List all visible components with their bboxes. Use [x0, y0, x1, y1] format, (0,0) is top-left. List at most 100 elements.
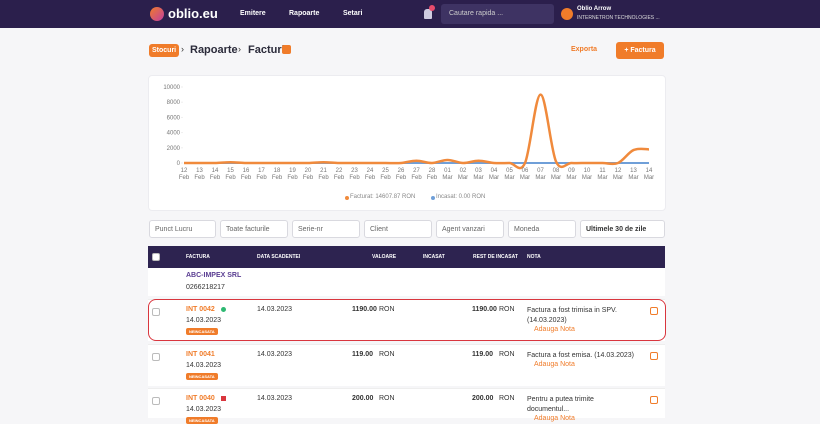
invoice-number[interactable]: INT 0040 [186, 395, 215, 402]
x-tick-label: 22 Feb [333, 168, 345, 181]
x-tick-label: 17 Feb [256, 168, 267, 181]
filter[interactable]: Moneda [508, 220, 576, 238]
x-tick-label: 16 Feb [240, 168, 252, 181]
filter[interactable]: Agent vanzari [436, 220, 504, 238]
x-tick-label: 09 Mar [566, 168, 577, 181]
x-tick-label: 23 Feb [349, 168, 360, 181]
currency: RON [379, 395, 395, 402]
add-note[interactable]: Adauga Nota [534, 326, 575, 333]
dropdown[interactable] [650, 396, 658, 404]
group-bg [148, 268, 665, 296]
client-name[interactable]: ABC-IMPEX SRL [186, 272, 242, 279]
sep: › [181, 44, 184, 54]
note: Factura a fost trimisa in SPV. (14.03.20… [527, 307, 617, 324]
chart: 0 2000 4000 6000 8000 10000 [163, 85, 650, 170]
invoice-number[interactable]: INT 0042 [186, 306, 215, 313]
x-tick-label: 19 Feb [287, 168, 298, 181]
sep: › [238, 44, 241, 54]
icon[interactable] [282, 45, 291, 54]
x-tick-label: 12 Feb [178, 168, 190, 181]
checkbox[interactable] [152, 353, 160, 361]
y-tick-label: 2000 [167, 146, 181, 152]
x-tick-label: 18 Feb [271, 168, 283, 181]
x-tick-label: 04 Mar [488, 168, 500, 181]
add-note[interactable]: Adauga Nota [534, 415, 575, 422]
column-header: VALOARE [372, 254, 397, 260]
y-tick-label: 0 [177, 161, 181, 167]
column-header: REST DE INCASAT [473, 254, 518, 260]
currency: RON [499, 306, 515, 313]
column-header: INCASAT [423, 254, 445, 260]
x-tick-label: 12 Mar [612, 168, 624, 181]
rest: 1190.00 [472, 306, 497, 313]
company: INTERNETRON TECHNOLOGIES ... [577, 15, 660, 21]
value: 200.00 [352, 395, 374, 402]
export[interactable]: Exporta [571, 46, 598, 53]
invoice-date: 14.03.2023 [186, 406, 222, 413]
phone: 0266218217 [186, 284, 225, 291]
add-note[interactable]: Adauga Nota [534, 361, 575, 368]
breadcrumb-root[interactable]: Stocuri [149, 44, 180, 57]
dropdown[interactable] [650, 307, 658, 315]
filter[interactable]: Ultimele 30 de zile [580, 220, 665, 238]
navbar: oblio.eu Emitere Rapoarte Setari Cautare… [0, 0, 820, 28]
value: 119.00 [352, 351, 374, 358]
user-name[interactable]: Oblio Arrow [577, 6, 612, 12]
currency: RON [499, 395, 515, 402]
note: Factura a fost emisa. (14.03.2023) [527, 352, 634, 359]
x-tick-label: 21 Feb [318, 168, 329, 181]
avatar[interactable] [561, 8, 573, 20]
invoice-number[interactable]: INT 0041 [186, 351, 215, 358]
rest: 119.00 [472, 351, 494, 358]
checkbox[interactable] [152, 397, 160, 405]
menu[interactable]: Emitere [240, 10, 266, 17]
column-header: NOTA [527, 254, 541, 260]
x-tick-label: 13 Mar [628, 168, 639, 181]
x-tick-label: 28 Feb [426, 168, 438, 181]
menu[interactable]: Setari [343, 10, 363, 17]
checkbox[interactable] [152, 253, 160, 261]
value: 1190.00 [352, 306, 377, 313]
invoice-date: 14.03.2023 [186, 317, 222, 324]
y-tick-label: 10000 [163, 85, 180, 91]
filter[interactable]: Toate facturile [220, 220, 288, 238]
row-bg [148, 299, 665, 341]
status-badge: NEINCASATA [186, 417, 218, 424]
search[interactable]: Cautare rapida ... [441, 4, 554, 24]
x-tick-label: 20 Feb [302, 168, 314, 181]
dropdown[interactable] [650, 352, 658, 360]
filter[interactable]: Punct Lucru [149, 220, 216, 238]
x-tick-label: 25 Feb [380, 168, 391, 181]
due-date: 14.03.2023 [257, 395, 293, 402]
status-dot [221, 396, 226, 401]
status-badge: NEINCASATA [186, 328, 218, 335]
table-header [148, 246, 665, 268]
y-tick-label: 6000 [167, 115, 181, 121]
add-invoice[interactable]: + Factura [616, 42, 664, 59]
currency: RON [499, 351, 515, 358]
currency: RON [379, 306, 395, 313]
status-dot [221, 307, 226, 312]
x-tick-label: 08 Mar [550, 168, 562, 181]
status-badge: NEINCASATA [186, 373, 218, 380]
filter[interactable]: Serie-nr [292, 220, 360, 238]
menu[interactable]: Rapoarte [289, 10, 320, 17]
currency: RON [379, 351, 395, 358]
bell-icon[interactable] [424, 9, 432, 19]
row-bg [148, 344, 665, 386]
x-tick-label: 13 Feb [194, 168, 205, 181]
logo[interactable]: oblio.eu [168, 6, 218, 21]
x-tick-label: 27 Feb [411, 168, 422, 181]
legend-label: Incasat: 0.00 RON [436, 194, 486, 200]
checkbox[interactable] [152, 308, 160, 316]
breadcrumb-page: Facturi [248, 44, 285, 56]
x-tick-label: 02 Mar [457, 168, 469, 181]
filter[interactable]: Client [364, 220, 432, 238]
breadcrumb[interactable]: Rapoarte [190, 44, 238, 56]
x-tick-label: 15 Feb [225, 168, 236, 181]
due-date: 14.03.2023 [257, 306, 293, 313]
legend-label: Facturat: 14607.87 RON [350, 194, 416, 200]
x-tick-label: 06 Mar [519, 168, 531, 181]
badge [429, 5, 435, 11]
